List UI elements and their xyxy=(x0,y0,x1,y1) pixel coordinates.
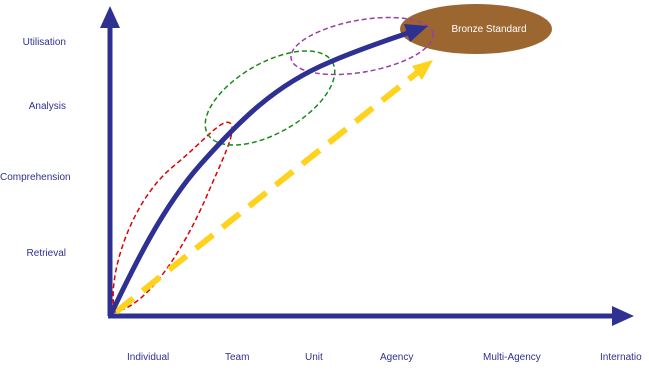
red-dashed-ellipse xyxy=(112,121,233,313)
y-label-comprehension: Comprehension xyxy=(0,172,71,183)
y-label-analysis: Analysis xyxy=(28,101,66,112)
x-label-agency: Agency xyxy=(380,352,414,363)
main-progress-curve xyxy=(109,30,411,315)
x-label-multi-agency: Multi-Agency xyxy=(483,352,541,363)
x-label-individual: Individual xyxy=(127,352,170,363)
x-label-unit: Unit xyxy=(305,352,323,363)
x-axis-arrowhead xyxy=(612,306,634,326)
x-label-team: Team xyxy=(225,352,250,363)
y-label-retrieval: Retrieval xyxy=(26,248,66,259)
x-label-international: Internatio xyxy=(600,352,642,363)
yellow-arrowhead xyxy=(412,60,433,80)
purple-dashed-ellipse xyxy=(290,16,434,76)
main-curve-arrowhead xyxy=(404,24,428,42)
y-label-utilisation: Utilisation xyxy=(22,37,66,48)
yellow-dashed-line xyxy=(114,69,420,315)
bronze-standard-ellipse xyxy=(400,4,552,54)
y-axis-arrowhead xyxy=(100,6,120,28)
bronze-standard-label: Bronze Standard xyxy=(451,24,526,35)
